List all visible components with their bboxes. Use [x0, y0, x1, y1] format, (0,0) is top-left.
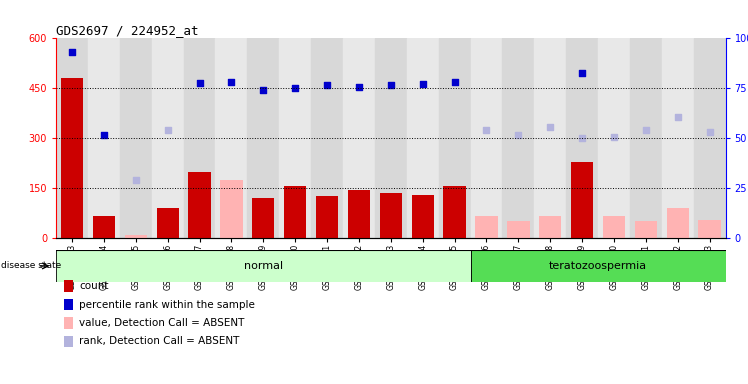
Point — [257, 87, 269, 93]
Bar — [475, 217, 497, 238]
Bar — [93, 217, 115, 238]
Bar — [56, 38, 88, 238]
Bar — [120, 38, 152, 238]
Point — [640, 127, 652, 133]
Point — [98, 132, 110, 138]
Point — [704, 129, 716, 135]
Bar — [284, 187, 307, 238]
Text: value, Detection Call = ABSENT: value, Detection Call = ABSENT — [79, 318, 245, 328]
Point — [417, 81, 429, 88]
Text: percentile rank within the sample: percentile rank within the sample — [79, 300, 255, 310]
Point — [480, 127, 492, 133]
Point — [672, 114, 684, 120]
Bar — [311, 38, 343, 238]
Bar — [539, 217, 562, 238]
Point — [576, 70, 588, 76]
Bar — [152, 38, 183, 238]
Bar — [470, 250, 726, 282]
Text: rank, Detection Call = ABSENT: rank, Detection Call = ABSENT — [79, 336, 239, 346]
Point — [512, 132, 524, 138]
Bar — [666, 208, 689, 238]
Bar — [252, 198, 275, 238]
Bar — [503, 38, 534, 238]
Bar — [279, 38, 311, 238]
Bar — [411, 195, 434, 238]
Bar — [470, 38, 503, 238]
Text: disease state: disease state — [1, 262, 61, 270]
Bar — [630, 38, 662, 238]
Point — [576, 135, 588, 141]
Point — [353, 84, 365, 90]
Bar — [571, 162, 593, 238]
Text: count: count — [79, 281, 108, 291]
Bar — [188, 172, 211, 238]
Point — [162, 127, 174, 133]
Bar — [444, 187, 466, 238]
Point — [225, 79, 237, 85]
Bar — [183, 38, 215, 238]
Bar — [438, 38, 470, 238]
Point — [130, 177, 142, 183]
Bar — [375, 38, 407, 238]
Bar — [125, 235, 147, 238]
Bar — [220, 180, 242, 238]
Text: GDS2697 / 224952_at: GDS2697 / 224952_at — [56, 24, 199, 37]
Bar — [343, 38, 375, 238]
Bar — [348, 190, 370, 238]
Bar — [248, 38, 279, 238]
Bar — [316, 197, 338, 238]
Bar — [215, 38, 248, 238]
Point — [449, 79, 461, 85]
Bar — [407, 38, 438, 238]
Bar — [380, 193, 402, 238]
Bar — [693, 38, 726, 238]
Text: normal: normal — [244, 261, 283, 271]
Bar — [603, 217, 625, 238]
Bar — [566, 38, 598, 238]
Point — [321, 82, 333, 88]
Point — [545, 124, 557, 130]
Point — [384, 82, 396, 88]
Bar — [507, 222, 530, 238]
Bar — [699, 220, 721, 238]
Point — [608, 134, 620, 140]
Bar — [598, 38, 630, 238]
Point — [194, 80, 206, 86]
Point — [66, 49, 78, 55]
Bar — [156, 208, 179, 238]
Bar — [534, 38, 566, 238]
Bar — [88, 38, 120, 238]
Bar — [635, 222, 657, 238]
Bar — [56, 250, 470, 282]
Bar — [61, 78, 83, 238]
Text: teratozoospermia: teratozoospermia — [549, 261, 647, 271]
Point — [289, 85, 301, 91]
Bar — [662, 38, 693, 238]
